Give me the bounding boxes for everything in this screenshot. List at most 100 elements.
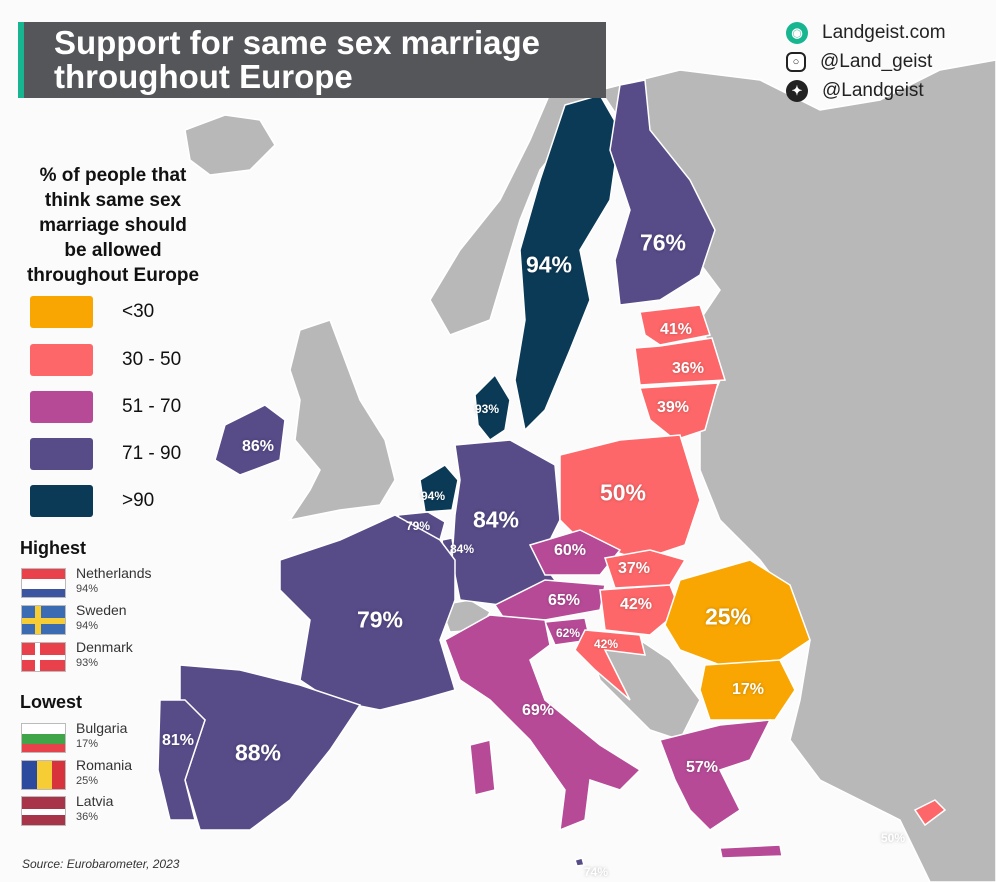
label-cyprus: 50% — [880, 831, 906, 845]
rank-value: 94% — [76, 583, 99, 595]
label-greece: 57% — [685, 759, 719, 776]
country-cyprus[interactable] — [913, 799, 947, 827]
legend-title-line: % of people that — [39, 165, 187, 186]
label-romania: 25% — [704, 603, 752, 630]
legend-label: >90 — [122, 490, 155, 511]
country-estonia[interactable] — [639, 304, 711, 346]
highest-sweden: Sweden 94% — [21, 602, 171, 640]
label-luxembourg: 84% — [449, 542, 475, 556]
country-latvia[interactable] — [634, 337, 726, 386]
country-lithuania[interactable] — [638, 382, 720, 441]
label-lithuania: 39% — [656, 399, 690, 416]
legend-title-line: throughout Europe — [26, 265, 200, 286]
country-france[interactable] — [279, 514, 456, 711]
country-netherlands[interactable] — [419, 464, 459, 513]
label-czechia: 60% — [553, 542, 587, 559]
rank-value: 25% — [76, 775, 99, 787]
label-latvia: 36% — [671, 360, 705, 377]
country-hungary[interactable] — [599, 584, 681, 636]
country-portugal[interactable] — [157, 699, 206, 821]
lowest-heading: Lowest — [20, 692, 83, 712]
romania-flag-icon — [21, 760, 66, 790]
lowest-latvia: Latvia 36% — [21, 793, 171, 831]
label-croatia: 42% — [593, 637, 619, 651]
sweden-flag-icon — [21, 605, 66, 635]
label-spain: 88% — [234, 739, 282, 766]
twitter-link[interactable]: ✦ @Landgeist — [786, 76, 946, 105]
island-crete[interactable] — [719, 844, 783, 859]
legend-label: 30 - 50 — [122, 349, 182, 370]
label-belgium: 79% — [405, 519, 431, 533]
label-hungary: 42% — [619, 596, 653, 613]
netherlands-flag-icon — [21, 568, 66, 598]
rank-country: Romania — [76, 757, 133, 773]
land-background — [598, 59, 996, 882]
label-slovakia: 37% — [617, 560, 651, 577]
label-denmark: 93% — [474, 402, 500, 416]
globe-icon: ◉ — [786, 21, 808, 44]
rank-country: Latvia — [76, 793, 114, 809]
label-portugal: 81% — [161, 732, 195, 749]
rank-value: 17% — [76, 738, 99, 750]
label-slovenia: 62% — [555, 626, 581, 640]
country-ireland[interactable] — [214, 404, 286, 476]
title-line-1: Support for same sex marriage — [54, 24, 541, 61]
social-links: ◉ Landgeist.com ○ @Land_geist ✦ @Landgei… — [786, 18, 946, 105]
country-malta[interactable] — [574, 857, 585, 867]
rank-value: 93% — [76, 657, 99, 669]
legend-swatch — [30, 344, 93, 376]
legend-swatch — [30, 485, 93, 517]
lowest-bulgaria: Bulgaria 17% — [21, 720, 171, 758]
label-estonia: 41% — [659, 321, 693, 338]
twitter-icon: ✦ — [786, 79, 808, 102]
label-malta: 74% — [583, 865, 609, 879]
country-croatia[interactable] — [574, 629, 646, 701]
country-denmark[interactable] — [474, 373, 511, 442]
country-italy[interactable] — [444, 614, 642, 832]
rank-country: Denmark — [76, 639, 133, 655]
legend-label: 51 - 70 — [122, 396, 182, 417]
legend-title-line: think same sex — [44, 190, 182, 211]
denmark-flag-icon — [21, 642, 66, 672]
label-france: 79% — [356, 606, 404, 633]
rank-country: Sweden — [76, 602, 127, 618]
highest-netherlands: Netherlands 94% — [21, 565, 171, 603]
instagram-link[interactable]: ○ @Land_geist — [786, 47, 946, 76]
legend-item-gt90: >90 — [30, 485, 190, 517]
island-sardinia[interactable] — [469, 739, 496, 796]
label-germany: 84% — [472, 506, 520, 533]
rank-country: Bulgaria — [76, 720, 128, 736]
twitter-label: @Landgeist — [822, 79, 924, 101]
legend-label: 71 - 90 — [122, 443, 182, 464]
title-banner: Support for same sex marriage throughout… — [18, 22, 606, 98]
bulgaria-flag-icon — [21, 723, 66, 753]
label-ireland: 86% — [241, 438, 275, 455]
country-poland[interactable] — [559, 434, 701, 561]
legend-swatch — [30, 438, 93, 470]
title-line-2: throughout Europe — [54, 58, 353, 95]
website-link[interactable]: ◉ Landgeist.com — [786, 18, 946, 47]
legend-label: <30 — [122, 301, 155, 322]
instagram-label: @Land_geist — [820, 50, 933, 72]
label-finland: 76% — [639, 229, 687, 256]
label-sweden: 94% — [525, 251, 573, 278]
legend-title-line: be allowed — [64, 240, 162, 261]
label-bulgaria: 17% — [731, 681, 765, 698]
label-austria: 65% — [547, 592, 581, 609]
country-bulgaria[interactable] — [699, 659, 796, 721]
rank-value: 36% — [76, 811, 99, 823]
label-netherlands: 94% — [420, 489, 446, 503]
country-finland[interactable] — [609, 79, 716, 306]
rank-value: 94% — [76, 620, 99, 632]
legend-item-71-90: 71 - 90 — [30, 438, 190, 470]
legend-title-line: marriage should — [39, 215, 187, 236]
instagram-icon: ○ — [786, 51, 806, 72]
legend-swatch — [30, 296, 93, 328]
highest-denmark: Denmark 93% — [21, 639, 171, 677]
latvia-flag-icon — [21, 796, 66, 826]
legend-title: % of people that think same sex marriage… — [8, 163, 218, 288]
country-greece[interactable] — [659, 719, 772, 831]
label-italy: 69% — [521, 702, 555, 719]
country-slovakia[interactable] — [604, 549, 687, 589]
